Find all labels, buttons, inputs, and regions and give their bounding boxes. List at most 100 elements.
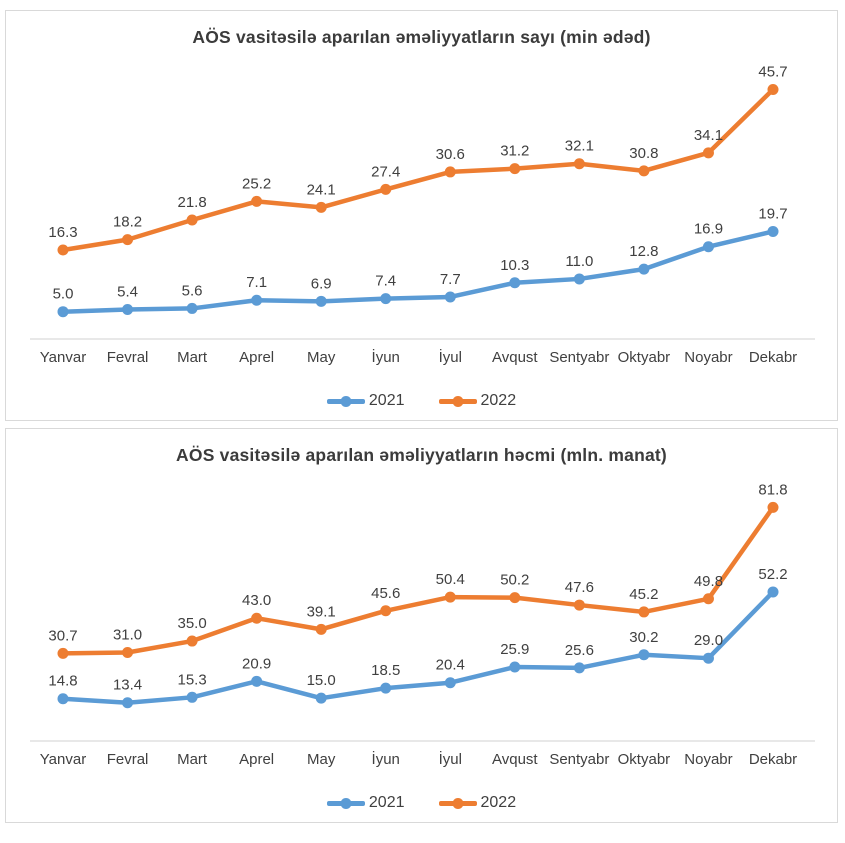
data-point-label: 11.0 [565,253,593,270]
data-point-marker [444,291,456,303]
data-point-marker [702,147,714,159]
data-point-marker [638,165,650,177]
data-point-label: 25.9 [500,641,529,658]
data-point-label: 5.4 [117,284,138,301]
data-point-marker [251,195,263,207]
data-point-label: 20.9 [242,655,271,672]
data-point-label: 31.0 [113,626,142,643]
data-point-marker [122,646,134,658]
line-chart-operations-volume: Yanvar Fevral Mart Aprel May İyun İyul Avqust Se… [30,484,815,768]
data-point-marker [186,635,198,647]
data-point-label: 30.2 [629,629,658,646]
data-point-marker [767,501,779,513]
data-point-marker [638,606,650,618]
data-point-marker [380,605,392,617]
data-point-marker [186,214,198,226]
x-axis-label: Oktyabr [618,349,671,366]
data-point-label: 27.4 [371,163,400,180]
legend-item-2021: 2021 [326,392,405,410]
data-point-label: 19.7 [758,205,787,222]
data-point-label: 5.6 [182,282,203,299]
data-point-label: 10.3 [500,257,529,274]
data-point-label: 34.1 [694,127,723,144]
legend-label: 2022 [480,392,517,409]
x-axis-label: İyul [439,348,462,366]
legend-item-2022: 2022 [438,794,517,812]
data-point-marker [573,662,585,674]
data-point-marker [57,647,69,659]
data-point-marker [380,293,392,305]
data-point-label: 21.8 [177,194,206,211]
data-point-label: 49.8 [694,573,723,590]
data-point-marker [57,693,69,705]
legend-label: 2022 [480,794,517,811]
data-point-marker [509,277,521,289]
data-point-label: 12.8 [629,243,658,260]
data-point-label: 50.2 [500,572,529,589]
x-axis-label: Mart [177,349,208,366]
chart-title: AÖS vasitəsilə aparılan əməliyyatların h… [176,445,667,465]
data-point-marker [638,263,650,275]
data-point-marker [251,612,263,624]
x-axis-label: May [307,751,336,768]
x-axis-label: Fevral [107,349,149,366]
x-axis-label: Yanvar [40,751,86,768]
x-axis-label: Aprel [239,349,274,366]
x-axis-label: Dekabr [749,751,797,768]
data-point-marker [186,691,198,703]
data-point-label: 7.1 [246,274,267,291]
data-point-marker [767,225,779,237]
data-point-label: 52.2 [758,566,787,583]
x-axis-label: May [307,349,336,366]
data-point-marker [315,295,327,307]
x-axis-label: Sentyabr [549,349,609,366]
data-point-marker [509,163,521,175]
data-point-label: 31.2 [500,143,529,160]
data-point-label: 39.1 [307,603,336,620]
data-point-label: 7.7 [440,271,461,288]
data-point-label: 6.9 [311,275,332,292]
x-axis-label: Dekabr [749,349,797,366]
data-point-marker [315,201,327,213]
data-point-label: 13.4 [113,677,142,694]
x-axis-label: Sentyabr [549,751,609,768]
x-axis-label: Avqust [492,349,538,366]
data-point-label: 20.4 [436,657,465,674]
data-point-marker [767,83,779,95]
data-point-marker [573,158,585,170]
x-axis-label: Noyabr [684,751,732,768]
data-point-label: 35.0 [177,615,206,632]
legend-label: 2021 [368,794,405,811]
data-point-marker [57,244,69,256]
data-point-marker [702,593,714,605]
chart-legend: 2021 2022 [6,794,837,812]
data-point-label: 30.7 [48,627,77,644]
data-point-marker [638,649,650,661]
data-point-label: 25.2 [242,175,271,192]
x-axis-label: Avqust [492,751,538,768]
data-point-marker [57,306,69,318]
data-point-marker [573,599,585,611]
data-point-label: 5.0 [53,286,74,303]
legend-item-2021: 2021 [326,794,405,812]
data-point-marker [186,302,198,314]
x-axis-label: İyun [372,348,400,366]
data-point-marker [122,234,134,246]
data-point-marker [444,591,456,603]
data-point-label: 18.5 [371,662,400,679]
data-point-marker [251,294,263,306]
data-point-label: 18.2 [113,214,142,231]
data-point-label: 30.6 [436,146,465,163]
x-axis-label: Oktyabr [618,751,671,768]
legend-line-marker-icon [326,395,365,408]
data-point-marker [122,304,134,316]
data-point-label: 45.7 [758,66,787,80]
chart-title: AÖS vasitəsilə aparılan əməliyyatların s… [192,27,651,47]
data-point-label: 16.9 [694,221,723,238]
x-axis-label: Fevral [107,751,149,768]
data-point-marker [444,677,456,689]
data-point-marker [702,241,714,253]
data-point-marker [573,273,585,285]
x-axis-label: Aprel [239,751,274,768]
